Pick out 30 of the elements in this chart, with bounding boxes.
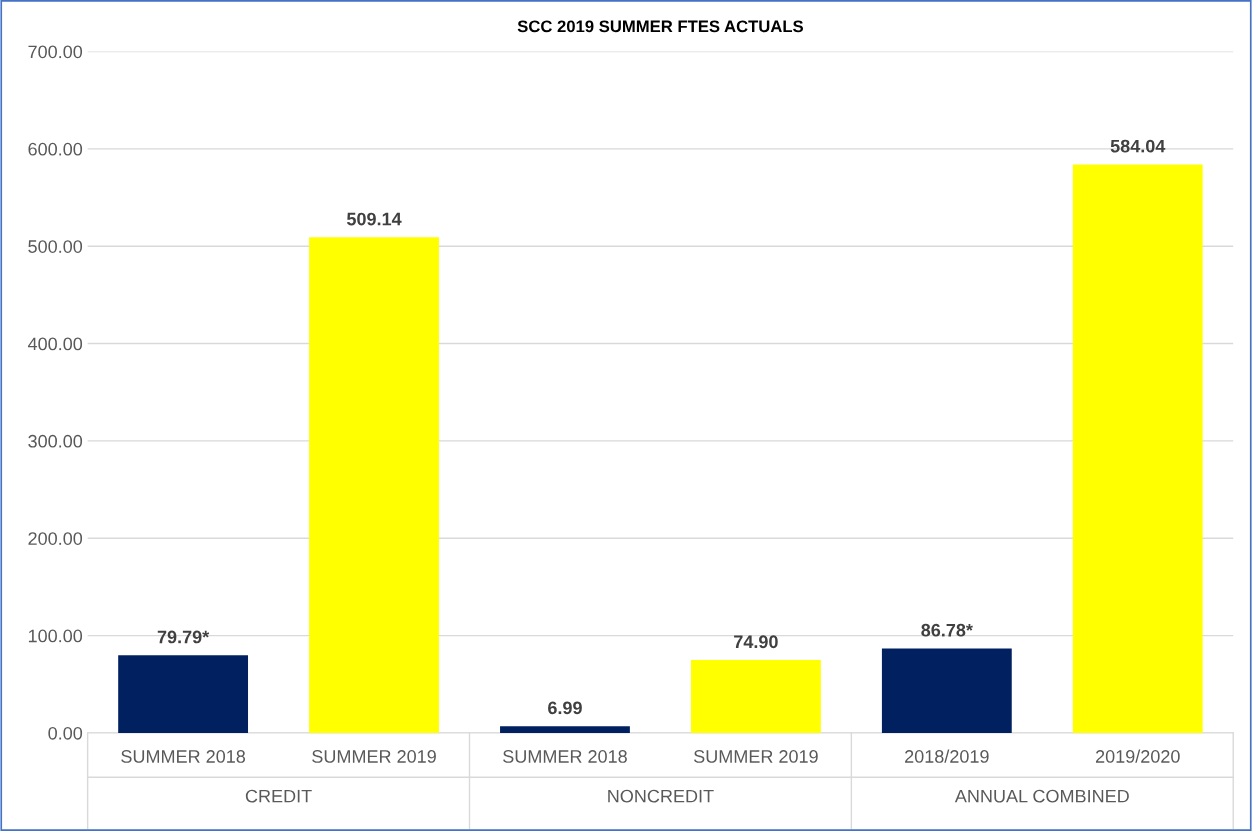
x-tick-label: SUMMER 2018 bbox=[121, 750, 246, 763]
x-tick-label: SUMMER 2018 bbox=[503, 750, 627, 763]
bar bbox=[1072, 164, 1203, 733]
data-label: 86.78* bbox=[921, 623, 973, 637]
bar bbox=[309, 237, 439, 733]
x-tick-label: 2018/2019 bbox=[905, 749, 989, 763]
data-label: 6.99 bbox=[548, 701, 582, 715]
chart-title: SCC 2019 SUMMER FTES ACTUALS bbox=[517, 20, 804, 33]
y-tick-label: 400.00 bbox=[27, 337, 83, 351]
data-label: 509.14 bbox=[346, 212, 402, 226]
y-tick-label: 200.00 bbox=[28, 532, 83, 545]
y-tick-label: 100.00 bbox=[28, 629, 83, 643]
y-tick-label: 600.00 bbox=[28, 142, 83, 156]
data-label: 79.79* bbox=[157, 630, 210, 644]
y-tick-label: 700.00 bbox=[28, 45, 83, 59]
x-tick-label: SUMMER 2019 bbox=[312, 750, 436, 763]
data-label: 74.90 bbox=[734, 635, 778, 649]
y-tick-label: 0.00 bbox=[48, 726, 83, 740]
x-tick-label: SUMMER 2019 bbox=[694, 750, 818, 763]
y-tick-label: 300.00 bbox=[28, 434, 83, 448]
y-tick-label: 500.00 bbox=[28, 240, 83, 253]
text: ANNUAL COMBINED bbox=[954, 789, 1129, 803]
bar bbox=[118, 655, 249, 733]
x-tick-label: 2019/2020 bbox=[1095, 749, 1180, 763]
bar bbox=[881, 648, 1012, 733]
text: CREDIT bbox=[245, 789, 312, 803]
bar bbox=[500, 726, 630, 733]
data-label: 584.04 bbox=[1110, 139, 1166, 153]
text: NONCREDIT bbox=[608, 789, 714, 803]
bar bbox=[690, 660, 821, 733]
